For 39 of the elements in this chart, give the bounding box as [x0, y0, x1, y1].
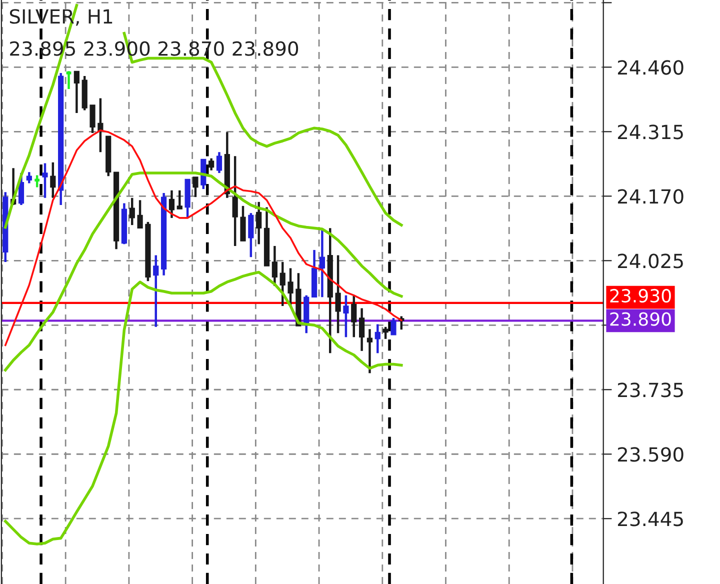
candlestick	[90, 104, 96, 134]
ref-line-label: 23.890	[610, 312, 671, 326]
candlestick	[374, 323, 380, 354]
candlestick	[42, 162, 48, 200]
line-series	[4, 270, 403, 546]
candlestick	[18, 172, 24, 206]
candlestick	[208, 157, 214, 172]
candlestick	[216, 151, 222, 174]
line-series	[4, 172, 403, 372]
candlestick	[335, 254, 341, 334]
candlestick	[272, 244, 278, 288]
y-tick-label: 24.315	[618, 124, 683, 140]
candlestick	[26, 171, 32, 184]
y-tick-label: 23.445	[618, 512, 683, 526]
y-tick-label: 24.025	[618, 254, 683, 268]
y-tick-label: 23.735	[618, 382, 683, 398]
candlestick	[256, 200, 262, 246]
candlestick	[280, 260, 286, 308]
candlestick	[50, 161, 56, 200]
candlestick	[153, 254, 159, 328]
ref-line-label: 23.930	[610, 288, 671, 303]
candlestick	[382, 326, 388, 340]
candlestick	[137, 199, 143, 230]
y-tick-label: 24.460	[618, 60, 684, 75]
y-tick-label: 23.590	[618, 447, 684, 462]
candlestick	[74, 70, 80, 114]
candlestick	[232, 155, 238, 248]
candlestick	[366, 328, 373, 374]
candlestick	[390, 316, 396, 336]
candlestick	[176, 189, 182, 210]
candlestick	[129, 196, 135, 226]
candlestick	[343, 294, 349, 338]
y-tick-label: 24.170	[618, 189, 684, 204]
candlestick	[248, 212, 254, 258]
candlestick	[288, 267, 294, 308]
candlestick	[358, 307, 365, 352]
candlestick	[351, 294, 357, 338]
candlestick	[168, 189, 175, 220]
candlestick	[192, 176, 198, 198]
